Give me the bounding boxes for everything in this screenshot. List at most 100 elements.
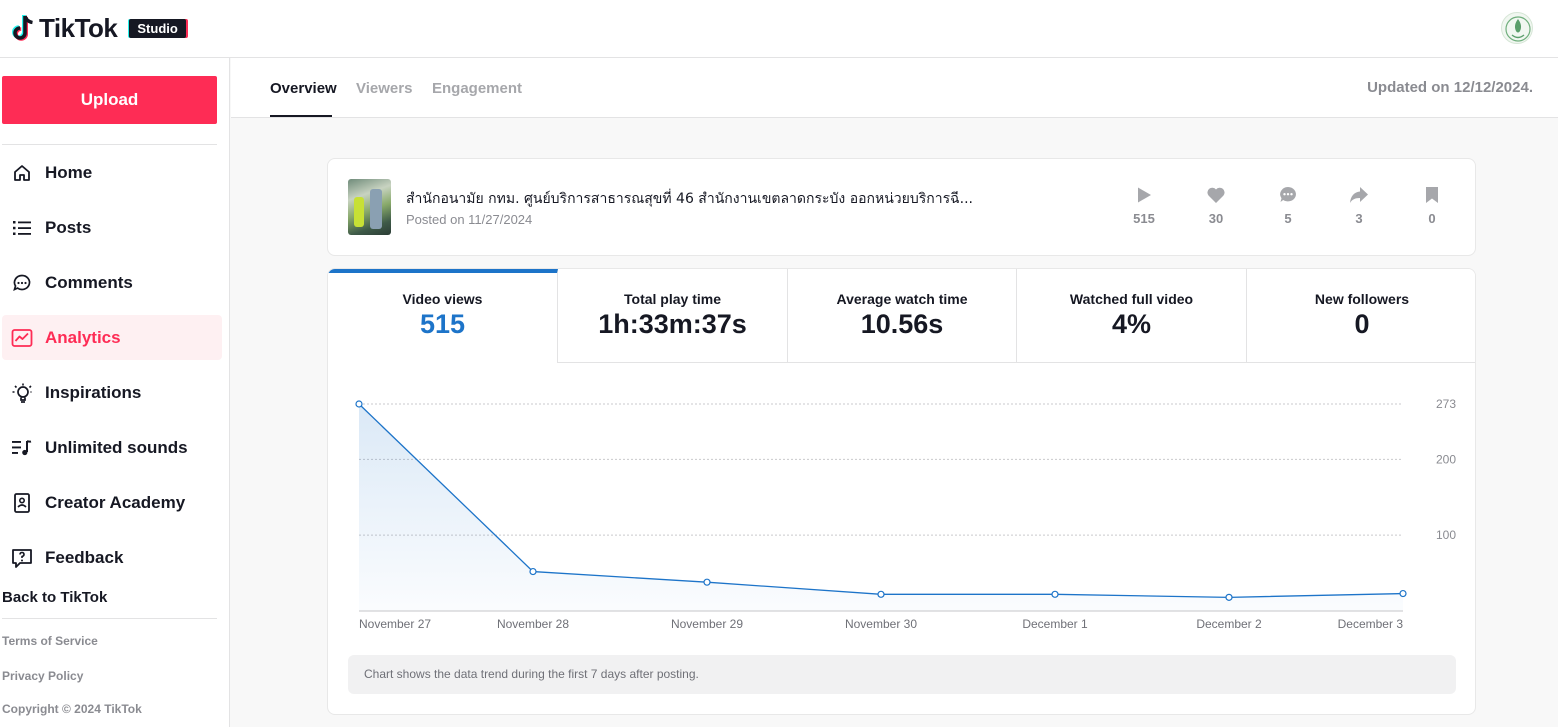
- sidebar-item-feedback[interactable]: Feedback: [2, 535, 222, 580]
- saves-count: 0: [1428, 211, 1436, 226]
- terms-of-service-link[interactable]: Terms of Service: [2, 634, 98, 648]
- sidebar-item-comments[interactable]: Comments: [2, 260, 222, 305]
- heart-icon: [1186, 185, 1246, 205]
- updated-date: Updated on 12/12/2024.: [1367, 79, 1533, 96]
- saves-stat: 0: [1402, 185, 1462, 226]
- sidebar-item-label: Unlimited sounds: [45, 437, 188, 457]
- share-arrow-icon: [1329, 185, 1389, 205]
- metric-video-views[interactable]: Video views 515: [328, 269, 558, 363]
- plays-count: 515: [1133, 211, 1155, 226]
- chart-y-tick-label: 273: [1436, 397, 1456, 411]
- chart-x-tick-label: December 1: [1022, 617, 1088, 631]
- upload-button[interactable]: Upload: [2, 76, 217, 124]
- video-thumbnail[interactable]: [348, 179, 391, 235]
- chart-data-point[interactable]: [1225, 593, 1233, 601]
- comments-stat: 5: [1258, 185, 1318, 226]
- active-tab-indicator: [270, 115, 332, 117]
- back-to-tiktok-link[interactable]: Back to TikTok: [2, 589, 108, 606]
- avatar-emblem-icon: [1505, 16, 1531, 42]
- chart-data-point[interactable]: [1399, 589, 1407, 598]
- metric-total-play-time[interactable]: Total play time 1h:33m:37s: [558, 269, 788, 363]
- chart-x-tick-label: November 27: [359, 617, 431, 631]
- tiktok-logo-icon: [12, 14, 33, 41]
- tab-overview[interactable]: Overview: [270, 80, 337, 97]
- sidebar-item-label: Feedback: [45, 547, 124, 567]
- analytics-icon: [10, 326, 34, 350]
- sidebar-item-label: Creator Academy: [45, 492, 186, 512]
- posted-date: Posted on 11/27/2024: [406, 212, 533, 227]
- metric-label: Average watch time: [836, 291, 968, 307]
- chart-x-tick-label: November 29: [671, 617, 743, 631]
- metric-label: Watched full video: [1069, 291, 1194, 307]
- shares-stat: 3: [1329, 185, 1389, 226]
- sidebar-item-analytics[interactable]: Analytics: [2, 315, 222, 360]
- book-icon: [10, 491, 34, 515]
- sidebar-item-label: Inspirations: [45, 382, 142, 402]
- copyright-text: Copyright © 2024 TikTok: [2, 702, 142, 716]
- sidebar-item-inspirations[interactable]: Inspirations: [2, 370, 222, 415]
- chart-y-tick-label: 100: [1436, 528, 1456, 542]
- chart-x-tick-label: December 3: [1338, 617, 1404, 631]
- metric-value: 1h:33m:37s: [598, 309, 747, 339]
- sidebar-item-label: Analytics: [45, 327, 121, 347]
- tiktok-studio-logo[interactable]: TikTok Studio: [10, 13, 186, 44]
- chart-note: Chart shows the data trend during the fi…: [348, 655, 1456, 694]
- chart-data-point[interactable]: [1051, 590, 1059, 598]
- comments-count: 5: [1284, 211, 1292, 226]
- sidebar-item-posts[interactable]: Posts: [2, 205, 222, 250]
- chart-data-point[interactable]: [877, 590, 885, 598]
- sidebar: Upload Home Posts Comments Analytics Ins…: [0, 58, 230, 727]
- sidebar-divider: [2, 144, 217, 145]
- home-icon: [10, 161, 34, 185]
- logo-text: TikTok: [39, 13, 118, 43]
- metric-value: 515: [419, 309, 466, 339]
- play-icon: [1114, 185, 1174, 205]
- video-views-chart: 100 200 273 November 27 November 28 November …: [355, 397, 1456, 631]
- sidebar-item-label: Comments: [45, 272, 133, 292]
- comment-bubble-icon: [1258, 185, 1318, 205]
- sidebar-divider: [2, 618, 217, 619]
- sidebar-item-label: Posts: [45, 217, 92, 237]
- shares-count: 3: [1355, 211, 1363, 226]
- plays-stat: 515: [1114, 185, 1174, 226]
- metric-new-followers[interactable]: New followers 0: [1247, 269, 1475, 363]
- chart-x-tick-label: December 2: [1196, 617, 1262, 631]
- chart-data-point[interactable]: [529, 567, 537, 576]
- metric-watched-full-video[interactable]: Watched full video 4%: [1017, 269, 1247, 363]
- feedback-icon: [10, 546, 34, 570]
- metric-label: Video views: [402, 291, 483, 307]
- likes-stat: 30: [1186, 185, 1246, 226]
- top-bar: TikTok Studio: [0, 0, 1558, 58]
- chart-x-tick-label: November 28: [497, 617, 569, 631]
- comment-icon: [10, 271, 34, 295]
- metrics-chart-card: Video views 515 Total play time 1h:33m:3…: [327, 268, 1476, 715]
- sidebar-item-label: Home: [45, 162, 93, 182]
- tab-viewers[interactable]: Viewers: [356, 80, 413, 97]
- chart-x-tick-label: November 30: [845, 617, 917, 631]
- bookmark-icon: [1402, 185, 1462, 205]
- chart-data-point[interactable]: [355, 400, 363, 408]
- analytics-tabs-bar: Overview Viewers Engagement Updated on 1…: [231, 58, 1558, 118]
- studio-badge: Studio: [129, 19, 186, 38]
- chart-data-point[interactable]: [703, 578, 711, 586]
- metric-label: Total play time: [624, 291, 721, 307]
- lightbulb-icon: [10, 381, 34, 405]
- privacy-policy-link[interactable]: Privacy Policy: [2, 669, 84, 683]
- likes-count: 30: [1208, 211, 1224, 226]
- avatar[interactable]: [1501, 12, 1533, 44]
- sidebar-item-creator-academy[interactable]: Creator Academy: [2, 480, 222, 525]
- sidebar-item-unlimited-sounds[interactable]: Unlimited sounds: [2, 425, 222, 470]
- chart-y-tick-label: 200: [1436, 452, 1456, 466]
- metric-value: 10.56s: [860, 309, 944, 339]
- list-icon: [10, 216, 34, 240]
- metric-value: 4%: [1111, 309, 1152, 339]
- metric-value: 0: [1354, 309, 1370, 339]
- video-summary-card[interactable]: สำนักอนามัย กทม. ศูนย์บริการสาธารณสุขที่…: [327, 158, 1476, 256]
- tab-engagement[interactable]: Engagement: [432, 80, 523, 97]
- metric-average-watch-time[interactable]: Average watch time 10.56s: [788, 269, 1017, 363]
- metric-label: New followers: [1314, 291, 1410, 307]
- sidebar-item-home[interactable]: Home: [2, 150, 222, 195]
- chart-area-fill: [359, 404, 1403, 611]
- music-list-icon: [10, 436, 34, 460]
- video-title[interactable]: สำนักอนามัย กทม. ศูนย์บริการสาธารณสุขที่…: [406, 191, 974, 207]
